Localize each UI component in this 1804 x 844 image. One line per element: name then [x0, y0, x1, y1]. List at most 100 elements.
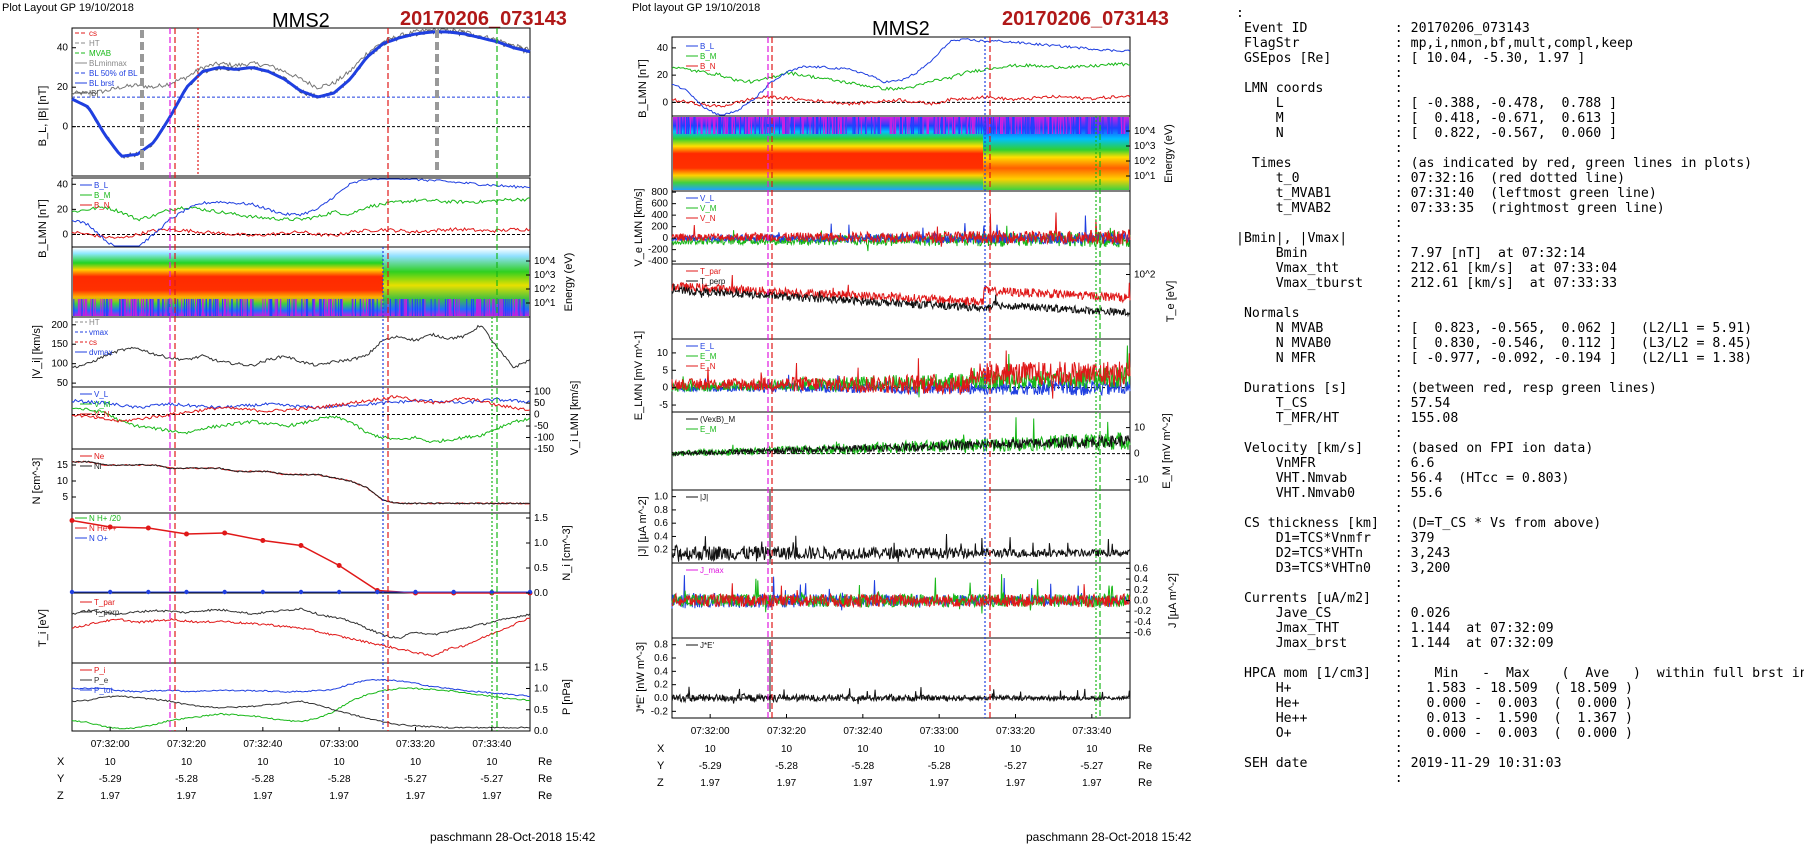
left-coord-unit: Re [538, 756, 552, 768]
emr-tick-label: 0 [1134, 449, 1140, 460]
e-tick-label: -5 [659, 400, 668, 411]
ti-ylabel: T_i [eV] [37, 609, 49, 647]
j-ylabel: |J| [µA m^-2] [637, 496, 649, 557]
info-line: N MVAB : [ 0.823, -0.565, 0.062 ] (L2/L1… [1236, 321, 1753, 336]
left-xtick-label: 07:32:00 [91, 739, 130, 750]
p-legend-label: P_i [94, 666, 106, 675]
info-line: : [1236, 141, 1403, 156]
info-line: D3=TCS*VHTn0 : 3,200 [1236, 561, 1451, 576]
panel-R_Te [671, 263, 1131, 340]
left-coord-unit: Re [538, 790, 552, 802]
right-coord-y: -5.28 [851, 761, 874, 772]
em-ylabel: E_M [mV m^-2] [1161, 413, 1173, 488]
specR-tick-label: 10^1 [1134, 171, 1156, 182]
right-coord-key: Z [657, 777, 664, 789]
j-tick-label: 0.8 [654, 505, 668, 516]
rblmn-ylabel: B_LMN [nT] [637, 59, 649, 118]
pb-line [71, 687, 531, 730]
je-line [671, 686, 1131, 705]
info-line: |Bmin|, |Vmax| : [1236, 231, 1403, 246]
right-xtick-label: 07:33:40 [1072, 726, 1111, 737]
vexb-line [672, 434, 1131, 457]
ve-n-line [671, 212, 1131, 247]
info-line: O+ : 0.000 - 0.003 ( 0.000 ) [1236, 726, 1633, 741]
info-line: FlagStr : mp,i,nmon,bf,mult,compl,keep [1236, 36, 1633, 51]
right-coord-unit: Re [1138, 777, 1152, 789]
jlmn-legend-label: J_max [700, 566, 724, 575]
blmn-legend-label: B_M [94, 191, 111, 200]
j-tick-label: 1.0 [654, 492, 668, 503]
n-legend-label: Ne [94, 452, 105, 461]
right-plot-header: Plot layout GP 19/10/2018 [632, 2, 761, 14]
info-line: SEH date : 2019-11-29 10:31:03 [1236, 756, 1562, 771]
left-coord-z: 1.97 [406, 791, 426, 802]
jn-line [671, 583, 1131, 609]
panel-R_JE [671, 637, 1131, 719]
info-line: Bmin : 7.97 [nT] at 07:32:14 [1236, 246, 1586, 261]
info-line: He+ : 0.000 - 0.003 ( 0.000 ) [1236, 696, 1633, 711]
right-coord-y: -5.28 [928, 761, 951, 772]
info-line: Vmax_tht : 212.61 [km/s] at 07:33:04 [1236, 261, 1618, 276]
ve-tick-label: -200 [648, 245, 668, 256]
info-line: VnMFR : 6.6 [1236, 456, 1435, 471]
left-coord-x: 10 [105, 757, 117, 768]
right-coord-y: -5.27 [1080, 761, 1103, 772]
left-plot-header: Plot Layout GP 19/10/2018 [2, 2, 134, 14]
vm-line [71, 407, 531, 444]
vi-legend-label: vmax [89, 328, 108, 337]
n-ylabel: N [cm^-3] [31, 458, 43, 505]
e-legend-label: E_L [700, 342, 715, 351]
left-coord-y: -5.28 [175, 774, 198, 785]
right-coord-z: 1.97 [929, 778, 949, 789]
right-xtick-label: 07:33:20 [996, 726, 1035, 737]
je-tick-label: -0.2 [651, 706, 669, 717]
left-coord-x: 10 [486, 757, 498, 768]
ni-legend-label: N He++ [89, 524, 117, 533]
info-line: D2=TCS*VHTn : 3,243 [1236, 546, 1451, 561]
left-coord-key: Z [57, 790, 64, 802]
tperp-line [71, 617, 531, 658]
specR-tick-label: 10^4 [1134, 126, 1156, 137]
vlmn-tick-label: -150 [534, 444, 554, 455]
info-line: : [1236, 651, 1403, 666]
bl-legend-label: BL brst [89, 79, 115, 88]
info-line: GSEpos [Re] : [ 10.04, -5.30, 1.97 ] [1236, 51, 1586, 66]
te-tick-label: 10^2 [1134, 270, 1156, 281]
right-coord-y: -5.27 [1004, 761, 1027, 772]
p-legend-label: P_e [94, 676, 109, 685]
p-legend-label: P_tot [94, 686, 113, 695]
left-coord-z: 1.97 [482, 791, 502, 802]
vi-legend-label: HT [89, 318, 100, 327]
ni-legend-label: N O+ [89, 534, 108, 543]
jr-tick-label: 0.0 [1134, 596, 1148, 607]
j-legend-label: |J| [700, 493, 708, 502]
bl-tick-label: 20 [57, 82, 69, 93]
ti-legend-label: T_perp [94, 608, 120, 617]
specR-tick-label: 10^3 [1134, 141, 1156, 152]
left-coord-key: X [57, 756, 65, 768]
right-coord-z: 1.97 [777, 778, 797, 789]
left-xtick-label: 07:33:20 [396, 739, 435, 750]
left-coord-z: 1.97 [329, 791, 349, 802]
info-line: : [1236, 291, 1403, 306]
r-bl-line [671, 38, 1131, 116]
left-coord-x: 10 [334, 757, 346, 768]
e-ylabel: E_LMN [mV m^-1] [633, 331, 645, 421]
r-bm-line [671, 61, 1131, 91]
panel-L_Ni [71, 512, 531, 594]
bl-legend-label: BLminmax [89, 59, 127, 68]
vn-line [71, 394, 531, 423]
right-coord-key: Y [657, 760, 665, 772]
info-line: H+ : 1.583 - 18.509 ( 18.509 ) [1236, 681, 1633, 696]
bmag-line [71, 28, 530, 96]
panel-R_Ve [671, 190, 1131, 265]
te-par-line [671, 274, 1131, 307]
specR-tick-label: 10^2 [1134, 156, 1156, 167]
e-legend-label: E_M [700, 352, 717, 361]
right-xtick-label: 07:33:00 [920, 726, 959, 737]
left-event-title: 20170206_073143 [400, 8, 567, 30]
left-coord-z: 1.97 [253, 791, 273, 802]
vlmn-legend-label: V_N [94, 410, 110, 419]
je-tick-label: 0.2 [654, 680, 668, 691]
left-coord-x: 10 [181, 757, 193, 768]
